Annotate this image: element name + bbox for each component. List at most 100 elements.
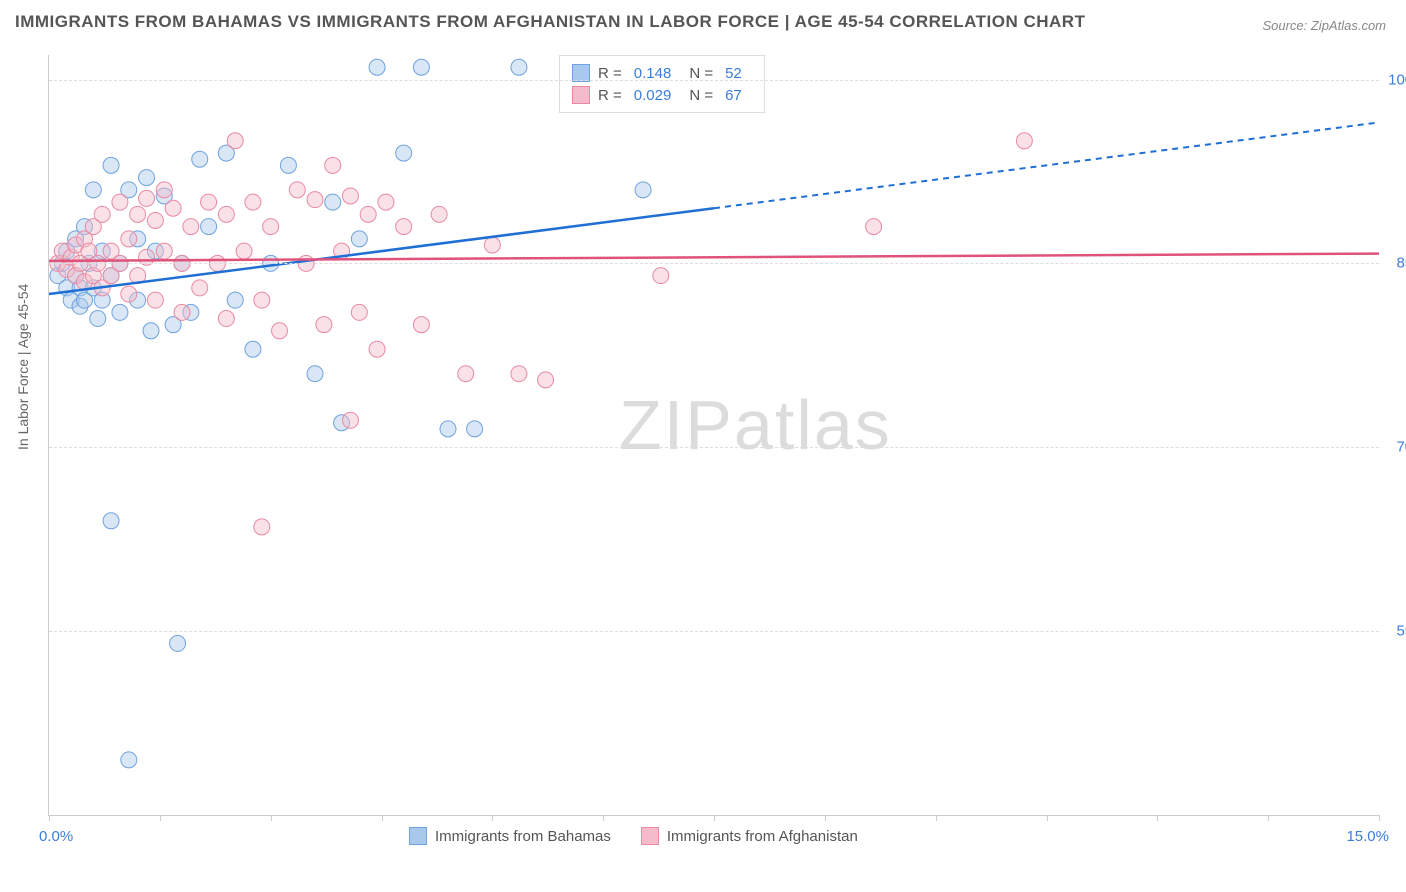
data-point <box>139 170 155 186</box>
y-tick-label: 85.0% <box>1384 255 1406 272</box>
x-axis-min-label: 0.0% <box>39 828 73 845</box>
x-tick <box>714 815 715 821</box>
data-point <box>227 292 243 308</box>
data-point <box>147 212 163 228</box>
swatch-afghanistan-bottom <box>641 827 659 845</box>
chart-container: IMMIGRANTS FROM BAHAMAS VS IMMIGRANTS FR… <box>0 0 1406 892</box>
data-point <box>263 219 279 235</box>
data-point <box>192 151 208 167</box>
grid-line <box>49 447 1379 448</box>
data-point <box>201 219 217 235</box>
data-point <box>112 304 128 320</box>
data-point <box>538 372 554 388</box>
data-point <box>351 304 367 320</box>
data-point <box>218 311 234 327</box>
data-point <box>369 59 385 75</box>
legend-row-afghanistan: R = 0.029 N = 67 <box>572 84 752 106</box>
data-point <box>121 286 137 302</box>
data-point <box>396 145 412 161</box>
x-tick <box>1379 815 1380 821</box>
data-point <box>369 341 385 357</box>
data-point <box>147 292 163 308</box>
data-point <box>325 157 341 173</box>
data-point <box>112 194 128 210</box>
legend-row-bahamas: R = 0.148 N = 52 <box>572 62 752 84</box>
data-point <box>143 323 159 339</box>
data-point <box>289 182 305 198</box>
data-point <box>1016 133 1032 149</box>
data-point <box>121 752 137 768</box>
data-point <box>342 412 358 428</box>
data-point <box>351 231 367 247</box>
scatter-plot-svg <box>49 55 1379 815</box>
legend-item-bahamas: Immigrants from Bahamas <box>409 827 611 845</box>
data-point <box>156 182 172 198</box>
data-point <box>325 194 341 210</box>
data-point <box>170 635 186 651</box>
data-point <box>440 421 456 437</box>
data-point <box>307 192 323 208</box>
x-tick <box>936 815 937 821</box>
data-point <box>378 194 394 210</box>
data-point <box>121 231 137 247</box>
data-point <box>635 182 651 198</box>
grid-line <box>49 80 1379 81</box>
source-attribution: Source: ZipAtlas.com <box>1262 18 1386 33</box>
data-point <box>183 219 199 235</box>
data-point <box>511 366 527 382</box>
plot-area: ZIPatlas R = 0.148 N = 52 R = 0.029 N = … <box>48 55 1379 816</box>
data-point <box>236 243 252 259</box>
x-tick <box>825 815 826 821</box>
data-point <box>396 219 412 235</box>
swatch-afghanistan <box>572 86 590 104</box>
legend-series: Immigrants from Bahamas Immigrants from … <box>409 827 858 845</box>
swatch-bahamas-bottom <box>409 827 427 845</box>
data-point <box>94 206 110 222</box>
data-point <box>227 133 243 149</box>
chart-title: IMMIGRANTS FROM BAHAMAS VS IMMIGRANTS FR… <box>15 12 1085 32</box>
data-point <box>165 200 181 216</box>
x-tick <box>49 815 50 821</box>
data-point <box>192 280 208 296</box>
grid-line <box>49 631 1379 632</box>
data-point <box>413 59 429 75</box>
data-point <box>90 311 106 327</box>
y-tick-label: 100.0% <box>1384 71 1406 88</box>
data-point <box>103 157 119 173</box>
data-point <box>85 182 101 198</box>
data-point <box>467 421 483 437</box>
y-axis-label: In Labor Force | Age 45-54 <box>15 284 31 450</box>
x-tick <box>1047 815 1048 821</box>
x-axis-max-label: 15.0% <box>1346 828 1389 845</box>
data-point <box>174 304 190 320</box>
data-point <box>316 317 332 333</box>
x-tick <box>603 815 604 821</box>
data-point <box>156 243 172 259</box>
x-tick <box>1157 815 1158 821</box>
y-tick-label: 70.0% <box>1384 439 1406 456</box>
data-point <box>245 194 261 210</box>
data-point <box>130 206 146 222</box>
x-tick <box>271 815 272 821</box>
data-point <box>245 341 261 357</box>
data-point <box>218 206 234 222</box>
x-tick <box>382 815 383 821</box>
data-point <box>360 206 376 222</box>
data-point <box>254 519 270 535</box>
regression-line-extrapolated <box>714 122 1379 208</box>
grid-line <box>49 263 1379 264</box>
data-point <box>280 157 296 173</box>
data-point <box>272 323 288 339</box>
data-point <box>342 188 358 204</box>
x-tick <box>492 815 493 821</box>
y-tick-label: 55.0% <box>1384 623 1406 640</box>
x-tick <box>160 815 161 821</box>
data-point <box>103 513 119 529</box>
data-point <box>413 317 429 333</box>
data-point <box>254 292 270 308</box>
data-point <box>139 190 155 206</box>
data-point <box>484 237 500 253</box>
data-point <box>201 194 217 210</box>
data-point <box>866 219 882 235</box>
data-point <box>431 206 447 222</box>
